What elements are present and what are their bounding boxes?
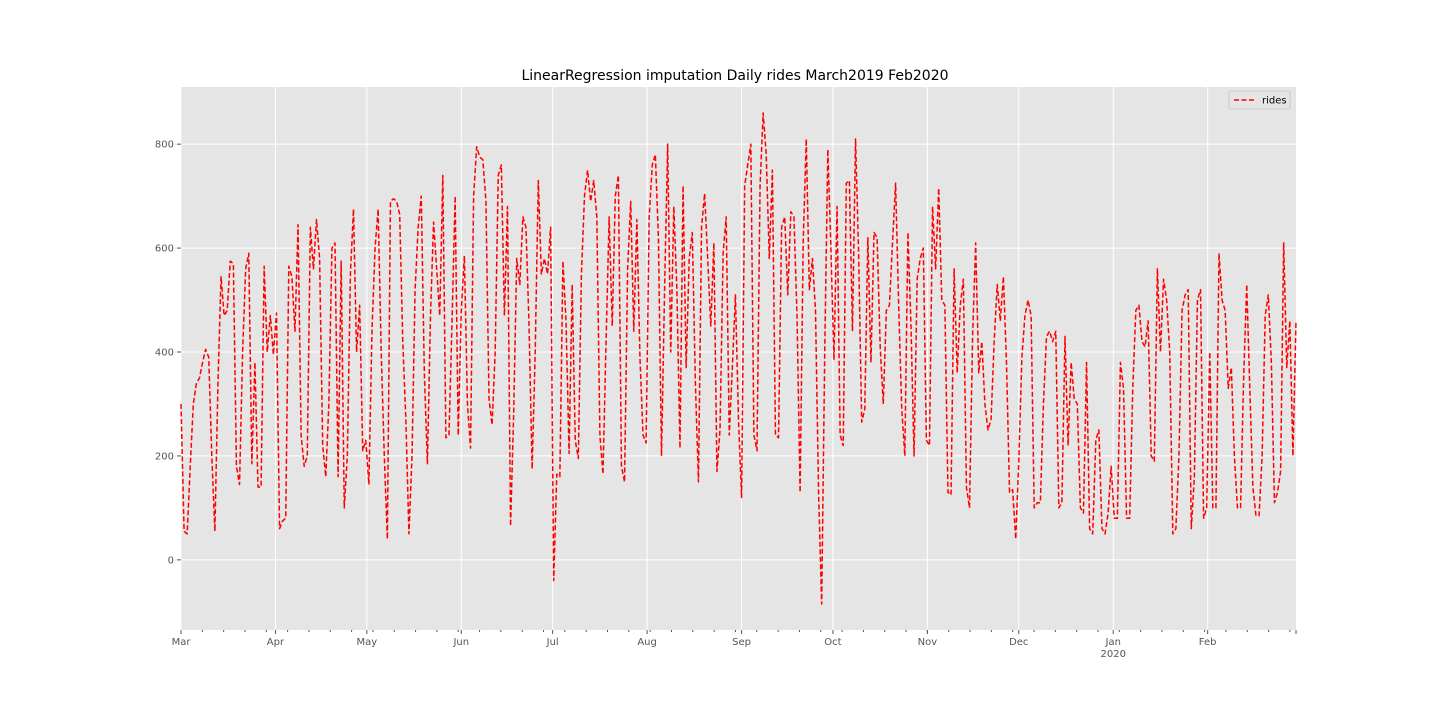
x-tick-label: Oct — [824, 637, 841, 648]
x-tick-label: Sep — [732, 637, 751, 648]
y-tick-label: 0 — [168, 555, 174, 566]
x-tick-label: Apr — [267, 637, 285, 648]
x-tick-label: Dec — [1009, 637, 1028, 648]
legend: rides — [1228, 90, 1291, 110]
y-tick-label: 600 — [155, 244, 174, 255]
x-tick-label: Nov — [918, 637, 938, 648]
y-tick-label: 800 — [155, 140, 174, 151]
x-tick-label: Jan — [1105, 637, 1121, 648]
x-tick-label: May — [356, 637, 377, 648]
legend-box — [1228, 90, 1291, 110]
x-tick-label: Jul — [546, 637, 559, 648]
series-layer — [180, 112, 1297, 605]
x-tick-label: Jun — [452, 637, 469, 648]
x-tick-label: Mar — [172, 637, 192, 648]
chart-title: LinearRegression imputation Daily rides … — [521, 68, 948, 84]
x-tick-label: Aug — [637, 637, 657, 648]
axes: 0 200 400 600 800 Mar Apr May Jun Jul Aug Sep Oct Nov… — [155, 140, 1297, 660]
x-tick-sublabel: 2020 — [1100, 649, 1125, 660]
y-tick-label: 400 — [155, 348, 174, 359]
y-tick-label: 200 — [155, 451, 174, 462]
x-tick-label: Feb — [1199, 637, 1217, 648]
legend-label-rides: rides — [1262, 96, 1287, 107]
series-line-rides — [180, 112, 1297, 605]
